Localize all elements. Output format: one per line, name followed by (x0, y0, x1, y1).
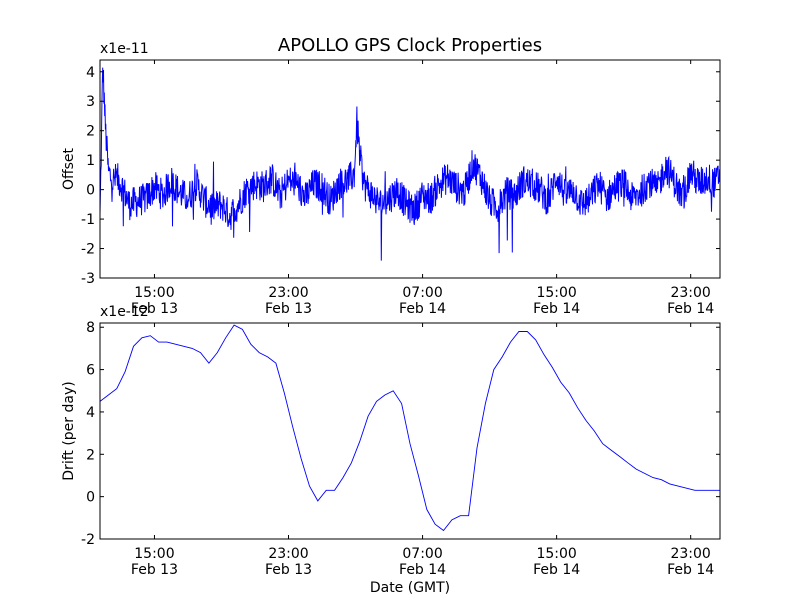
x-tick-label-time: 15:00 (536, 546, 576, 562)
y-axis-label: Offset (61, 147, 77, 190)
y-tick-label: -3 (81, 271, 95, 287)
y-tick-label: -2 (81, 532, 95, 548)
x-tick-label-date: Feb 14 (533, 301, 580, 317)
x-tick-label-time: 23:00 (670, 546, 710, 562)
y-tick-label: 4 (86, 65, 95, 81)
axis-scale-note: x1e-12 (100, 304, 149, 320)
x-tick-label-date: Feb 14 (533, 562, 580, 578)
y-tick-label: -2 (81, 242, 95, 258)
axes-frame (99, 322, 721, 540)
x-tick-label-time: 15:00 (536, 285, 576, 301)
x-tick-label-date: Feb 13 (265, 562, 312, 578)
y-tick-label: 4 (86, 405, 95, 421)
x-tick-label-date: Feb 14 (399, 301, 446, 317)
x-axis-label: Date (GMT) (370, 580, 450, 596)
y-tick-label: -1 (81, 212, 95, 228)
x-tick-label-time: 23:00 (268, 285, 308, 301)
x-tick-label-time: 07:00 (402, 546, 442, 562)
x-tick-label-date: Feb 14 (399, 562, 446, 578)
x-tick-label-date: Feb 14 (667, 301, 714, 317)
x-tick-label-date: Feb 13 (131, 562, 178, 578)
y-tick-label: 0 (86, 183, 95, 199)
x-tick-label-date: Feb 13 (131, 301, 178, 317)
y-tick-label: 0 (86, 490, 95, 506)
x-tick-label-date: Feb 14 (667, 562, 714, 578)
x-tick-label-time: 23:00 (670, 285, 710, 301)
axes-frame (99, 59, 721, 279)
y-axis-label: Drift (per day) (61, 381, 77, 480)
x-tick-label-date: Feb 13 (265, 301, 312, 317)
x-tick-label-time: 15:00 (134, 546, 174, 562)
y-tick-label: 1 (86, 153, 95, 169)
x-tick-label-time: 23:00 (268, 546, 308, 562)
x-tick-label-time: 15:00 (134, 285, 174, 301)
data-series-line (99, 324, 720, 532)
chart-title: APOLLO GPS Clock Properties (278, 35, 542, 56)
y-tick-label: 6 (86, 363, 95, 379)
y-tick-label: 2 (86, 447, 95, 463)
y-tick-label: 3 (86, 94, 95, 110)
axis-scale-note: x1e-11 (100, 41, 149, 57)
y-tick-label: 8 (86, 320, 95, 336)
data-series-line (99, 67, 721, 261)
x-tick-label-time: 07:00 (402, 285, 442, 301)
y-tick-label: 2 (86, 124, 95, 140)
